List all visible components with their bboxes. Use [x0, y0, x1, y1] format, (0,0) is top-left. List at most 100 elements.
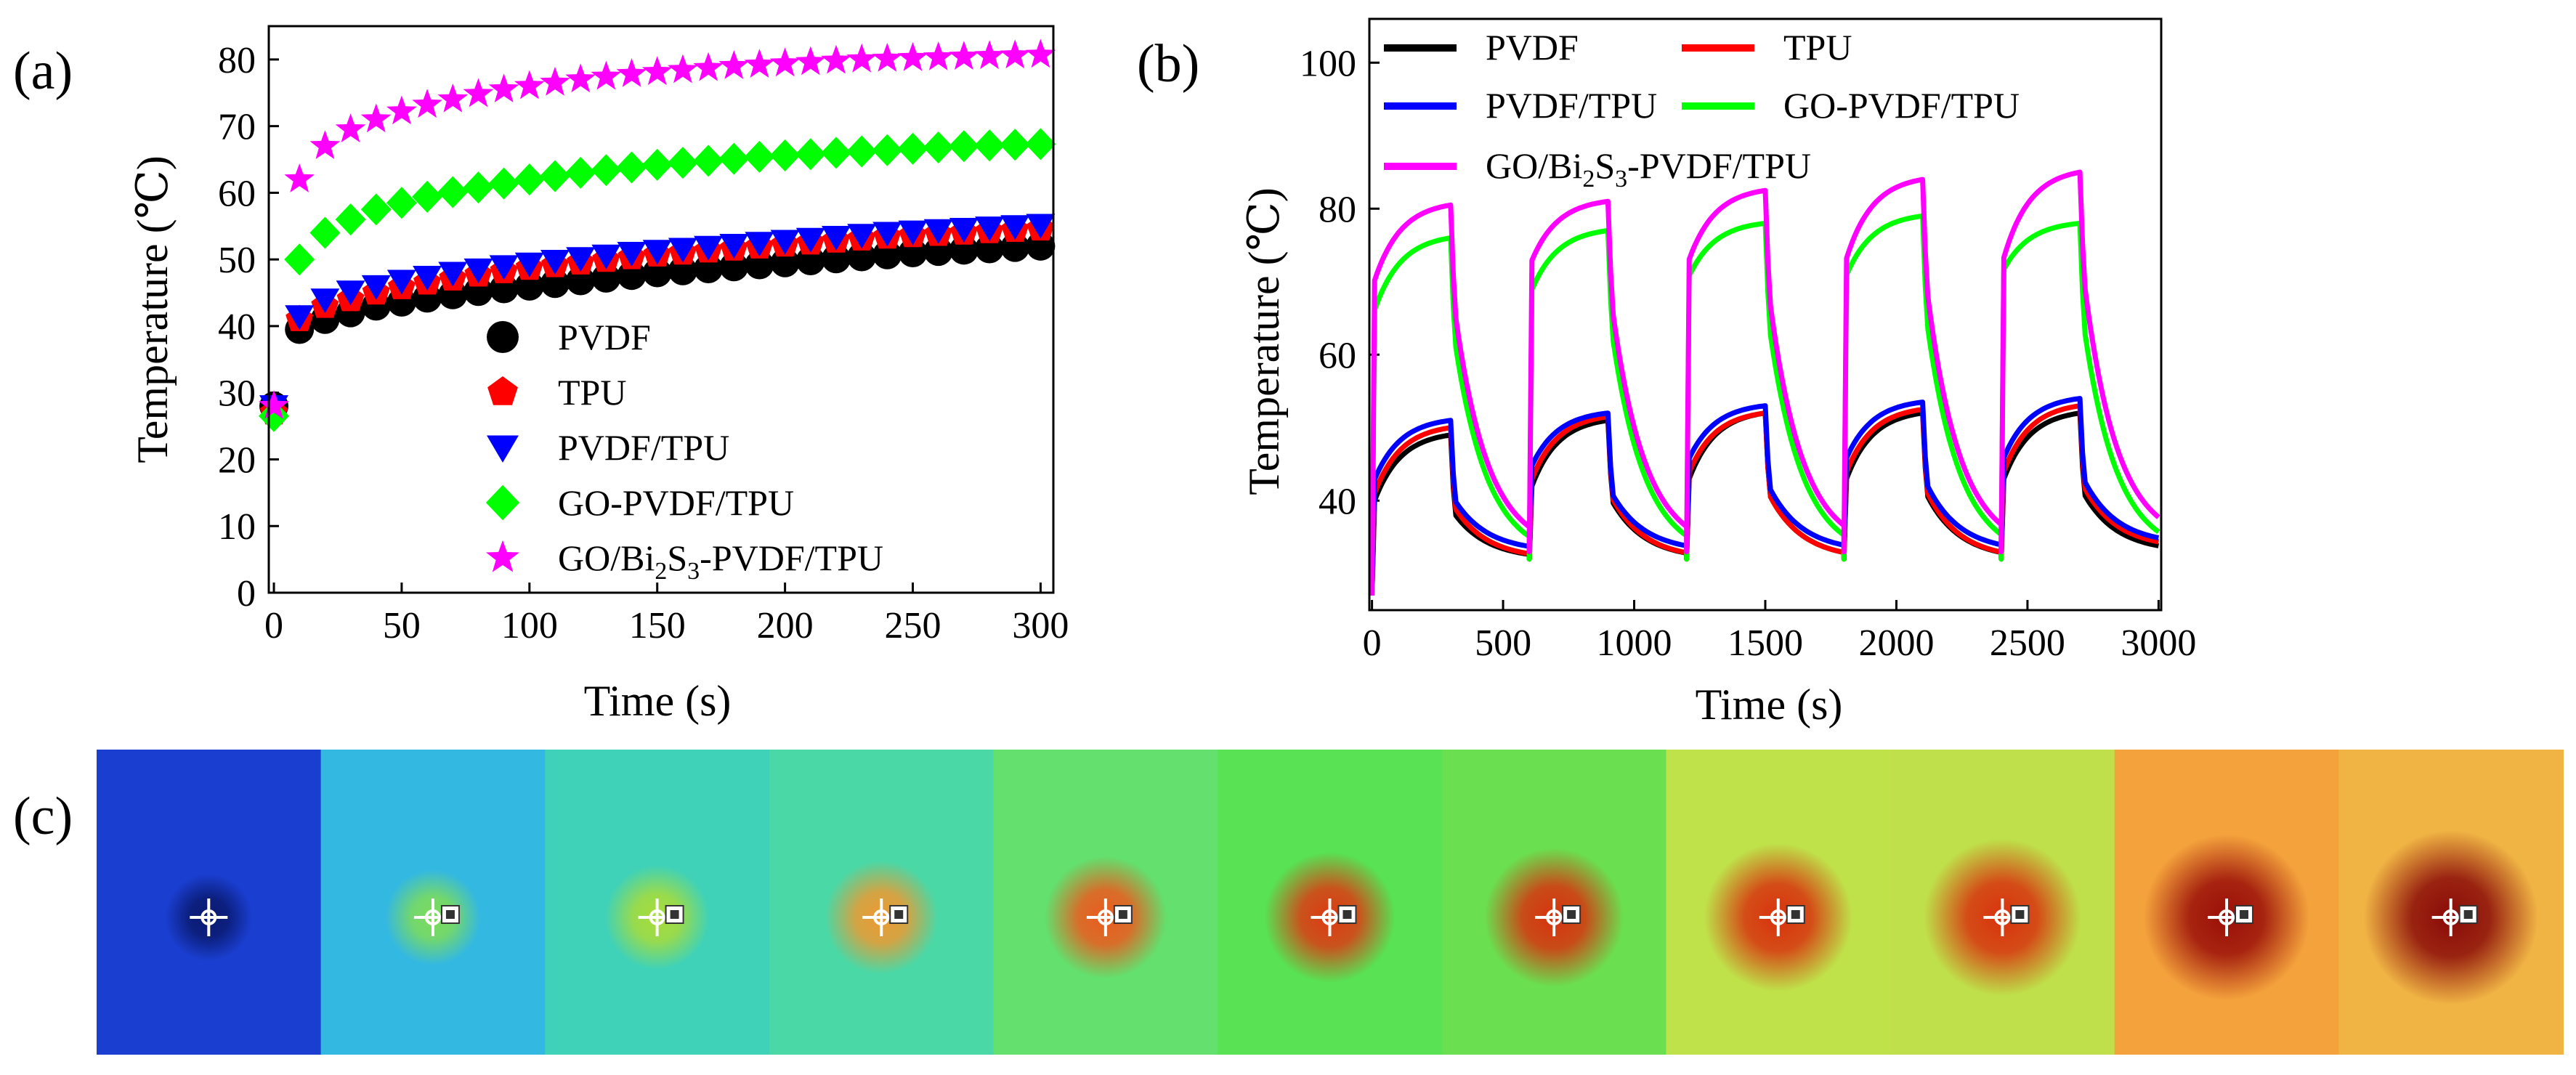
- chart-b-xtick-label: 3000: [2121, 622, 2196, 664]
- chart-a-point-pvdf-tpu: [719, 234, 749, 259]
- measurement-box-inner: [445, 910, 455, 919]
- chart-a-point-pvdf-tpu: [438, 261, 468, 287]
- chart-b-line-go-bi2s3-pvdf-tpu: [1369, 169, 2160, 596]
- chart-a-point-pvdf-tpu: [1026, 214, 1056, 239]
- chart-a-point-go-bi2s3-pvdf-tpu: [386, 95, 417, 125]
- chart-b-xtick-label: 1500: [1728, 622, 1803, 664]
- chart-a-legend-label-pvdf-tpu: PVDF/TPU: [558, 427, 729, 468]
- chart-b: 0 500 1000 1500 2000 2500 3000 40 60 80 100 Time (…: [1240, 17, 2196, 729]
- chart-a-xtick-label: 300: [1012, 605, 1069, 646]
- measurement-box-icon: [440, 905, 460, 924]
- chart-a-point-go-pvdf-tpu: [335, 203, 366, 236]
- measurement-box-inner: [894, 910, 904, 919]
- chart-a-point-go-pvdf-tpu: [565, 156, 596, 189]
- chart-a-point-go-bi2s3-pvdf-tpu: [360, 103, 392, 133]
- chart-a-point-go-bi2s3-pvdf-tpu: [309, 130, 341, 159]
- chart-a-point-go-bi2s3-pvdf-tpu: [769, 47, 801, 77]
- measurement-box-inner: [2015, 910, 2025, 919]
- chart-a-point-go-pvdf-tpu: [744, 140, 775, 173]
- crosshair-icon: [1311, 898, 1349, 936]
- panel-label-c: (c): [13, 787, 73, 846]
- measurement-box-inner: [2463, 910, 2473, 919]
- chart-a-point-go-bi2s3-pvdf-tpu: [923, 41, 954, 70]
- chart-a-xtick-label: 250: [885, 605, 941, 646]
- chart-a-point-go-bi2s3-pvdf-tpu: [795, 46, 826, 76]
- chart-a-point-go-pvdf-tpu: [616, 151, 647, 184]
- chart-a-legend-label-go-bi2s3-pvdf-tpu: GO/Bi2S3-PVDF/TPU: [558, 538, 883, 585]
- chart-a-point-go-pvdf-tpu: [1025, 128, 1056, 161]
- chart-a-point-pvdf-tpu: [822, 226, 851, 251]
- chart-a-point-go-bi2s3-pvdf-tpu: [668, 54, 698, 84]
- chart-b-legend-label-pvdf: PVDF: [1486, 27, 1579, 68]
- measurement-box-inner: [2240, 910, 2249, 919]
- chart-a-point-pvdf-tpu: [540, 250, 570, 275]
- chart-a-point-go-bi2s3-pvdf-tpu: [616, 58, 647, 87]
- chart-a-point-pvdf-tpu: [386, 269, 416, 295]
- chart-a-point-go-bi2s3-pvdf-tpu: [259, 390, 289, 419]
- measurement-box-inner: [1791, 910, 1800, 919]
- chart-a-point-go-pvdf-tpu: [846, 135, 878, 168]
- measurement-box-inner: [1342, 910, 1352, 919]
- thermal-frame: [2114, 750, 2340, 1055]
- chart-a-point-pvdf-tpu: [413, 266, 442, 291]
- chart-a-point-pvdf-tpu: [489, 255, 519, 280]
- chart-a-legend-label-tpu: TPU: [558, 372, 626, 413]
- chart-a-point-pvdf-tpu: [770, 230, 800, 255]
- chart-a-point-go-bi2s3-pvdf-tpu: [846, 43, 878, 73]
- chart-a-point-go-pvdf-tpu: [386, 187, 417, 219]
- chart-a-point-go-bi2s3-pvdf-tpu: [437, 83, 469, 113]
- chart-a-ytick-label: 40: [218, 307, 256, 348]
- chart-a-point-go-bi2s3-pvdf-tpu: [335, 113, 366, 142]
- chart-a-point-go-bi2s3-pvdf-tpu: [974, 40, 1005, 70]
- chart-a-plot-frame: [267, 25, 1055, 594]
- chart-a-point-go-bi2s3-pvdf-tpu: [1025, 38, 1056, 68]
- chart-a-legend-marker-pvdf: [487, 321, 519, 353]
- chart-a-ytick-label: 50: [218, 240, 256, 281]
- chart-b-line-pvdf-tpu: [1369, 396, 2160, 596]
- chart-b-xtick-label: 0: [1363, 622, 1382, 664]
- chart-a-point-go-pvdf-tpu: [259, 399, 289, 432]
- chart-a-point-go-pvdf-tpu: [309, 216, 341, 249]
- chart-a-ytick-label: 70: [218, 107, 256, 148]
- chart-a-point-go-bi2s3-pvdf-tpu: [718, 50, 750, 79]
- chart-a-point-pvdf-tpu: [514, 252, 544, 277]
- chart-a-point-go-bi2s3-pvdf-tpu: [948, 41, 979, 70]
- chart-a-point-pvdf-tpu: [361, 275, 391, 300]
- chart-a-series-go-bi2s3-pvdf-tpu: [259, 38, 1056, 419]
- thermal-frame: [1218, 750, 1443, 1055]
- chart-a-point-go-pvdf-tpu: [641, 148, 673, 181]
- panel-label-b: (b): [1137, 34, 1199, 94]
- chart-a-point-go-pvdf-tpu: [463, 171, 494, 204]
- chart-a-ytick-label: 20: [218, 439, 256, 481]
- panel-label-a: (a): [13, 41, 73, 101]
- chart-a-point-pvdf-tpu: [591, 244, 621, 269]
- chart-a-point-go-pvdf-tpu: [488, 167, 519, 200]
- chart-b-legend-label-go-bi2s3-pvdf-tpu: GO/Bi2S3-PVDF/TPU: [1486, 145, 1811, 192]
- chart-a-legend-marker-go-bi2s3-pvdf-tpu: [486, 540, 519, 572]
- thermal-frame: [1441, 750, 1667, 1055]
- chart-a-point-go-pvdf-tpu: [693, 145, 724, 177]
- chart-a-ytick-label: 0: [237, 573, 256, 614]
- chart-a-point-go-bi2s3-pvdf-tpu: [412, 89, 442, 118]
- chart-a: 0 50 100 150 200 250 300 0 10 20 30 40 50 60 70 80 Time…: [129, 25, 1069, 725]
- thermal-frame: [1890, 750, 2115, 1055]
- thermal-frame: [2338, 750, 2564, 1055]
- chart-a-point-pvdf-tpu: [1000, 215, 1030, 240]
- chart-a-point-pvdf-tpu: [975, 216, 1005, 242]
- chart-a-point-go-bi2s3-pvdf-tpu: [693, 52, 724, 81]
- chart-b-ytick-label: 80: [1319, 189, 1356, 230]
- chart-a-point-go-bi2s3-pvdf-tpu: [744, 49, 775, 78]
- chart-b-plot-frame: [1368, 17, 2163, 612]
- chart-b-xtick-label: 500: [1475, 622, 1531, 664]
- chart-a-point-go-pvdf-tpu: [1000, 129, 1031, 161]
- chart-a-xtick-label: 100: [501, 605, 558, 646]
- chart-a-point-pvdf-tpu: [285, 305, 315, 330]
- chart-a-point-go-pvdf-tpu: [667, 147, 698, 179]
- chart-a-point-pvdf-tpu: [898, 220, 928, 246]
- chart-a-point-go-pvdf-tpu: [948, 130, 979, 163]
- chart-a-point-go-bi2s3-pvdf-tpu: [821, 44, 851, 74]
- chart-a-point-go-pvdf-tpu: [412, 180, 443, 213]
- chart-a-marks: [259, 38, 1056, 432]
- chart-a-point-pvdf-tpu: [310, 288, 340, 314]
